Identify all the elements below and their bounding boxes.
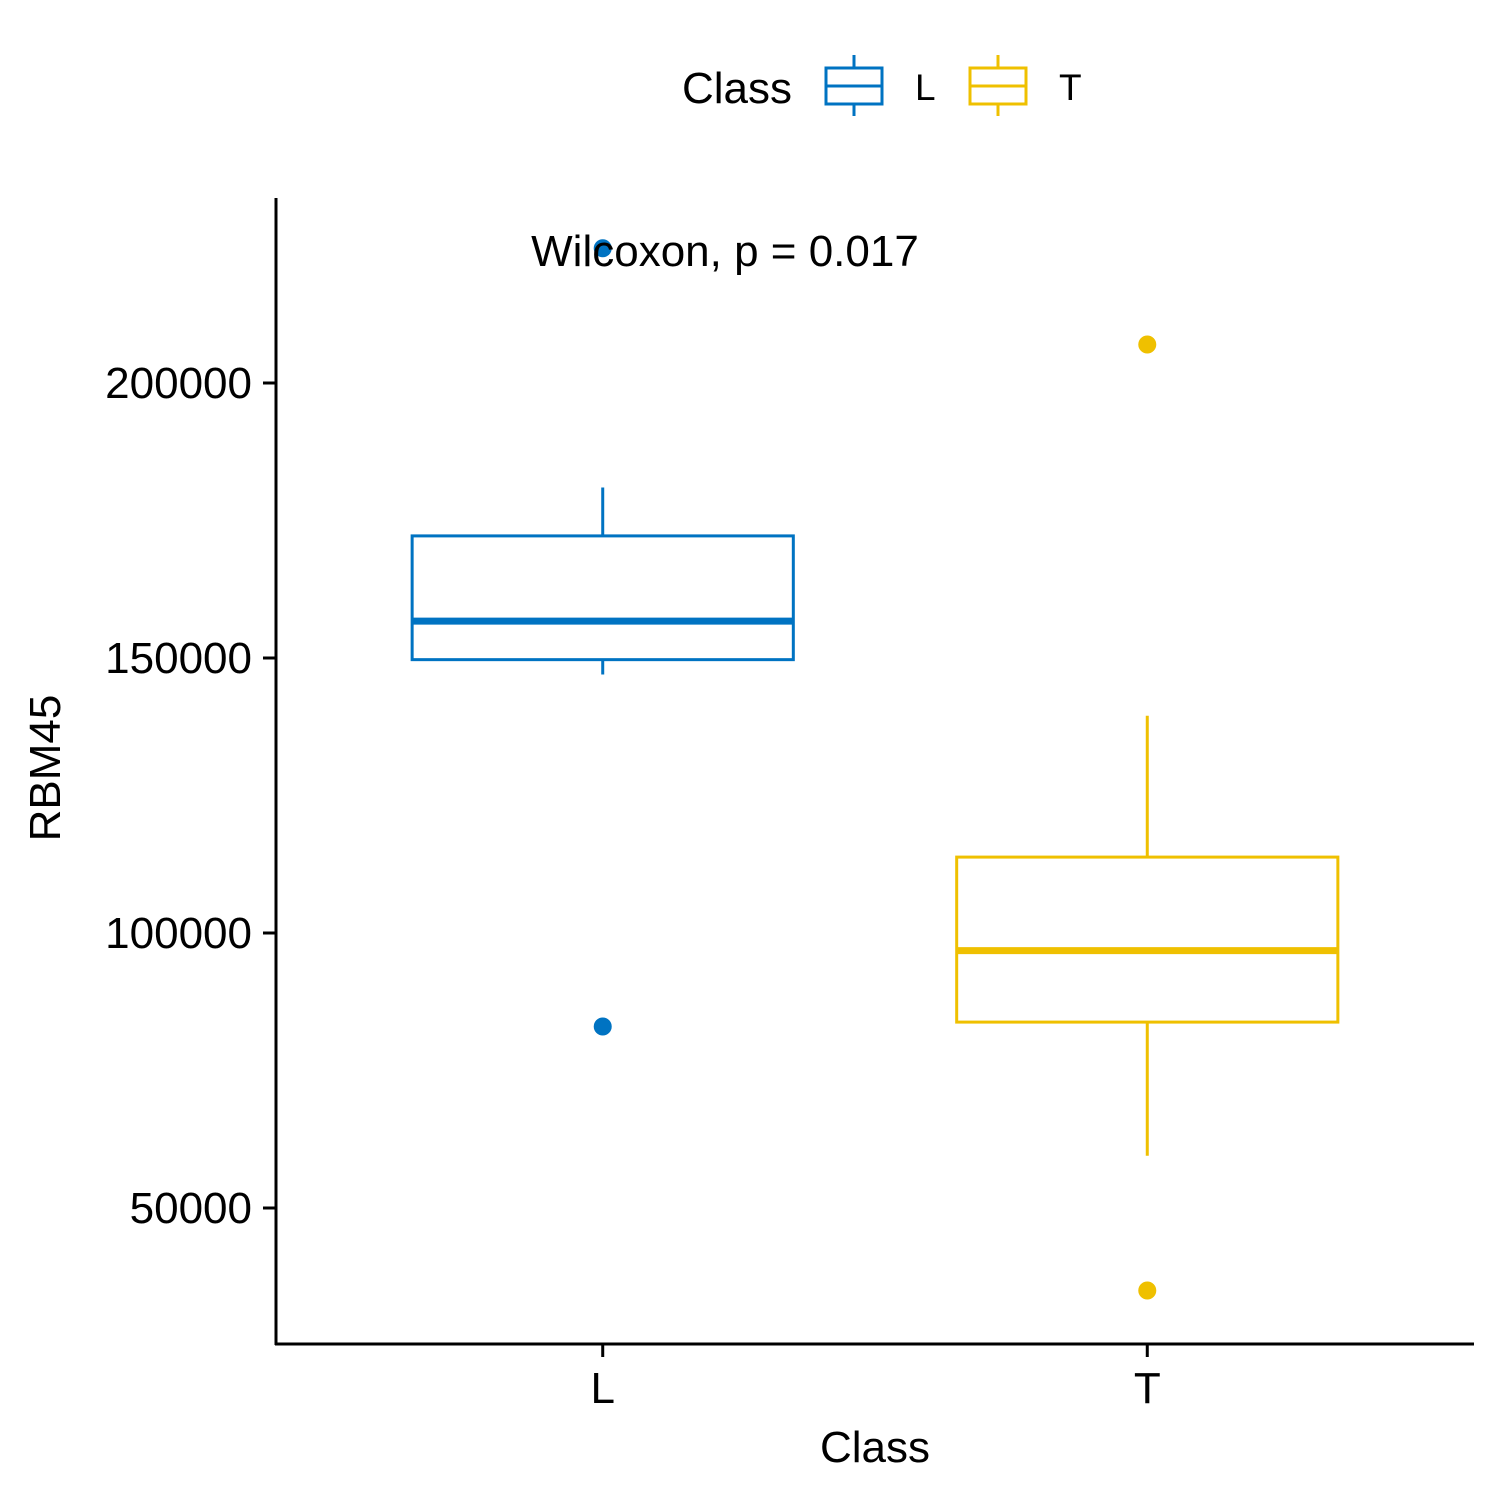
x-tick-label: L	[590, 1364, 614, 1413]
box-series	[410, 239, 1340, 1300]
y-tick-label: 150000	[105, 634, 252, 683]
legend: Class L T	[682, 55, 1082, 116]
y-axis-title: RBM45	[21, 695, 70, 842]
outlier-point	[593, 1017, 612, 1036]
outlier-point	[593, 239, 612, 258]
legend-label: L	[915, 67, 936, 108]
y-axis-ticks: 50000 100000 150000 200000	[105, 359, 276, 1233]
y-tick-label: 200000	[105, 359, 252, 408]
outlier-point	[1138, 1281, 1157, 1300]
y-tick-label: 100000	[105, 909, 252, 958]
iqr-box	[410, 534, 795, 662]
outlier-point	[1138, 335, 1157, 354]
test-annotation: Wilcoxon, p = 0.017	[531, 227, 919, 276]
legend-title: Class	[682, 64, 792, 113]
box-L	[410, 239, 795, 1036]
x-tick-label: T	[1134, 1364, 1161, 1413]
iqr-box	[955, 855, 1340, 1024]
legend-key-L: L	[824, 55, 936, 116]
box-T	[955, 335, 1340, 1300]
y-tick-label: 50000	[130, 1184, 252, 1233]
legend-key-T: T	[968, 55, 1082, 116]
legend-label: T	[1059, 67, 1082, 108]
x-axis-title: Class	[820, 1423, 930, 1472]
